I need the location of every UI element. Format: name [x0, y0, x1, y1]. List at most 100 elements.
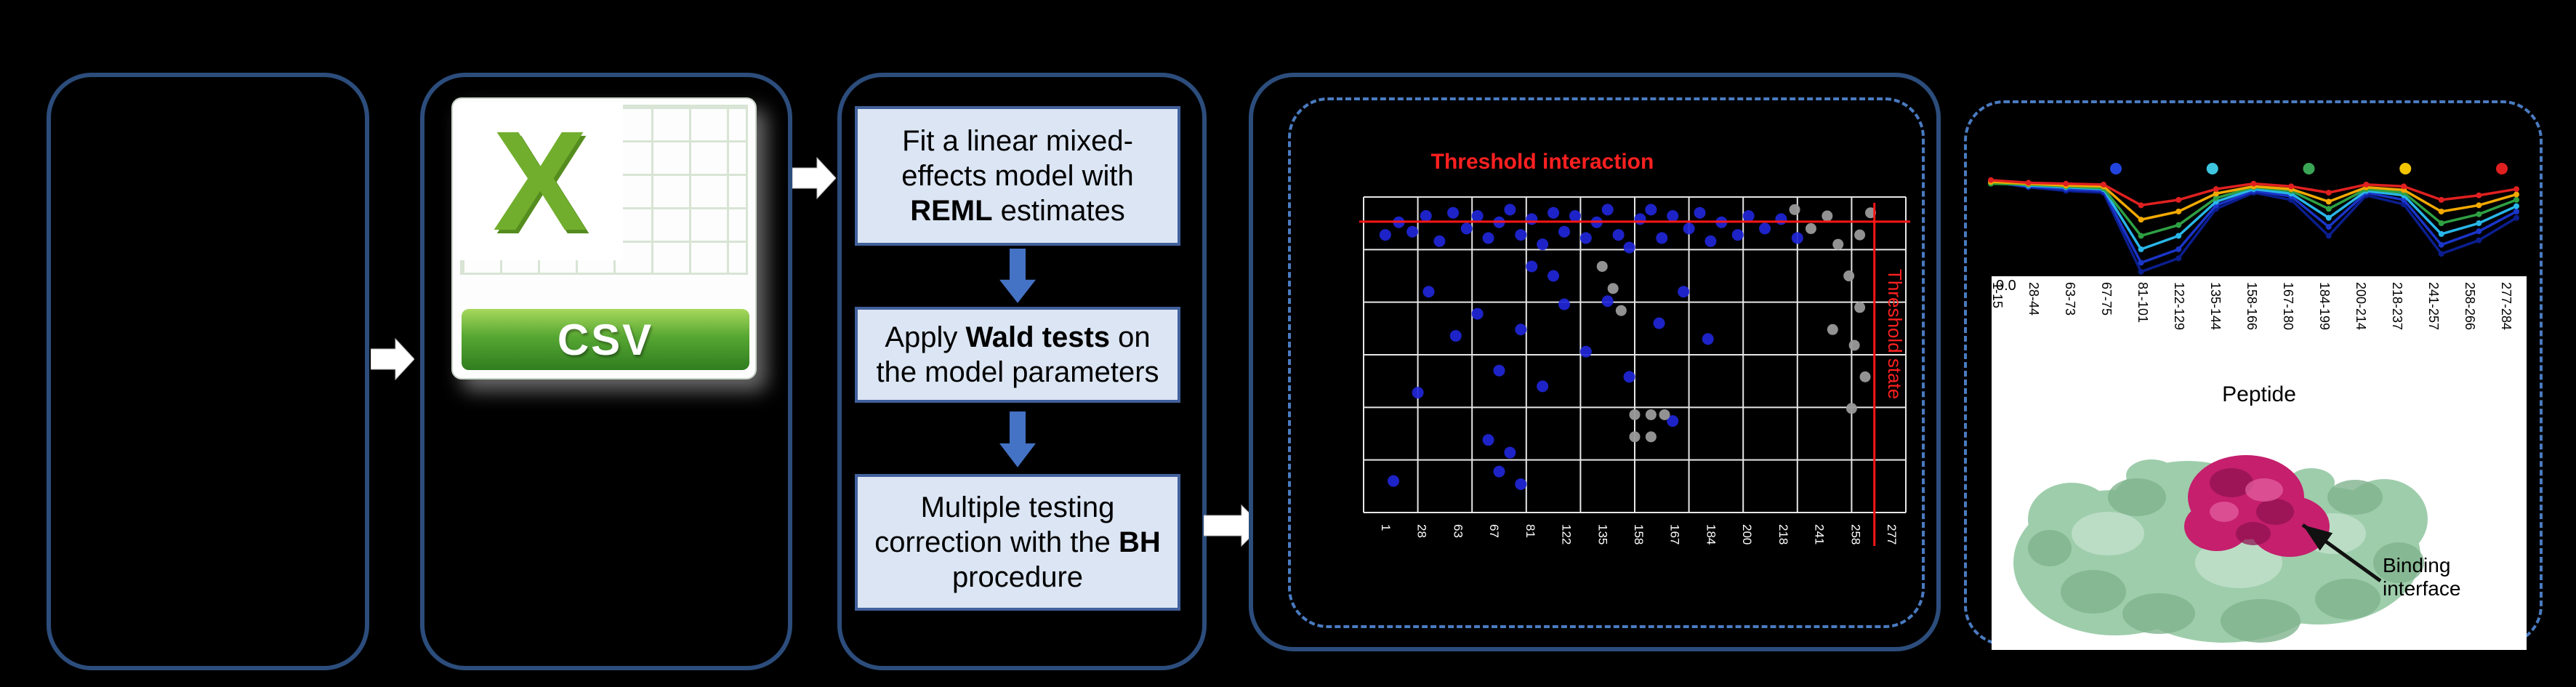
scatter-plot: 1 28 63 67 81 122 135 158 167 184 200 218 241 258 277 …	[1359, 150, 1910, 546]
step-text-segment: estimates	[992, 195, 1125, 227]
scatter-point-nonsignificant	[1854, 302, 1866, 313]
scatter-x-tick: 200	[1740, 524, 1754, 545]
legend-dot	[2303, 163, 2315, 174]
scatter-point-significant	[1623, 241, 1635, 254]
step-text-bold: BH	[1118, 526, 1161, 558]
scatter-x-tick: 167	[1668, 524, 1682, 545]
uptake-marker	[2063, 180, 2069, 187]
uptake-marker	[2325, 214, 2332, 221]
scatter-points	[1379, 204, 1877, 490]
uptake-marker	[2175, 233, 2182, 239]
peptide-tick-label: 135-144	[2208, 282, 2223, 331]
scatter-point-significant	[1515, 478, 1527, 490]
uptake-marker	[2363, 181, 2370, 188]
csv-banner: CSV	[462, 309, 749, 370]
uptake-marker	[2438, 220, 2444, 227]
scatter-point-nonsignificant	[1629, 431, 1641, 443]
scatter-point-significant	[1526, 213, 1538, 225]
scatter-point-nonsignificant	[1615, 305, 1627, 316]
arrow-down-2-icon	[999, 411, 1036, 467]
scatter-point-significant	[1759, 222, 1771, 235]
scatter-point-significant	[1537, 238, 1549, 251]
uptake-lines	[1988, 177, 2519, 275]
uptake-marker	[2325, 198, 2332, 205]
scatter-point-nonsignificant	[1822, 210, 1833, 222]
scatter-point-significant	[1471, 210, 1484, 222]
uptake-marker	[1988, 177, 1994, 183]
scatter-point-significant	[1504, 446, 1516, 459]
scatter-x-tick: 218	[1776, 524, 1790, 545]
csv-x-glyph: X	[492, 101, 588, 260]
uptake-marker	[2288, 183, 2295, 190]
binding-interface-arrow	[2301, 523, 2382, 583]
peptide-tick-label: 63-73	[2063, 282, 2077, 316]
scatter-point-significant	[1406, 225, 1419, 238]
uptake-marker	[2175, 255, 2182, 262]
scatter-point-significant	[1601, 295, 1614, 308]
scatter-point-nonsignificant	[1859, 371, 1871, 382]
scatter-point-significant	[1731, 229, 1744, 241]
scatter-point-nonsignificant	[1854, 229, 1866, 241]
scatter-point-significant	[1422, 286, 1435, 298]
scatter-point-significant	[1449, 329, 1462, 342]
scatter-point-significant	[1515, 324, 1527, 336]
panel-csv: X CSV	[420, 73, 792, 670]
uptake-marker	[2513, 196, 2519, 203]
scatter-point-significant	[1702, 333, 1714, 345]
step-box-reml: Fit a linear mixed-effects model with RE…	[855, 106, 1180, 246]
arrow-down-1-icon	[999, 249, 1036, 303]
scatter-point-nonsignificant	[1843, 270, 1855, 281]
peptide-structure-panel: 0.0 1-15 28-44 63-73 67-75 81-101 122-129 135-…	[1990, 276, 2527, 650]
uptake-marker	[2513, 186, 2519, 193]
uptake-marker	[2476, 228, 2482, 235]
scatter-point-significant	[1678, 286, 1690, 298]
step-text-segment: Fit a linear mixed-effects model with	[901, 125, 1134, 192]
uptake-y-tick-label: 0.0	[1996, 278, 2016, 294]
step-text-segment: on the model parameters	[876, 321, 1159, 388]
scatter-point-significant	[1704, 235, 1717, 247]
peptide-tick-label: 241-257	[2426, 282, 2441, 331]
uptake-marker	[2476, 192, 2482, 198]
peptide-tick-label: 158-166	[2245, 282, 2259, 331]
scatter-x-tick: 67	[1487, 524, 1501, 538]
peptide-tick-label: 67-75	[2099, 282, 2114, 316]
uptake-marker	[2325, 224, 2332, 230]
scatter-point-significant	[1612, 229, 1625, 241]
scatter-x-tick: 258	[1848, 524, 1862, 545]
legend-dot	[2399, 163, 2412, 174]
scatter-point-significant	[1379, 229, 1391, 241]
scatter-point-nonsignificant	[1607, 283, 1619, 294]
scatter-x-tick-labels: 1 28 63 67 81 122 135 158 167 184 200 218 241 258 277	[1379, 524, 1899, 545]
legend-dot	[2496, 163, 2508, 174]
scatter-point-nonsignificant	[1789, 204, 1800, 215]
uptake-marker	[2438, 196, 2444, 203]
step-text-segment: Multiple testing correction with the	[874, 491, 1119, 558]
scatter-point-significant	[1412, 387, 1424, 399]
step-text-reml: Fit a linear mixed-effects model with RE…	[865, 124, 1170, 228]
scatter-point-significant	[1775, 213, 1787, 225]
scatter-point-significant	[1515, 229, 1527, 241]
scatter-point-significant	[1656, 232, 1668, 244]
scatter-point-significant	[1420, 210, 1432, 222]
uptake-legend-dots	[2110, 163, 2508, 174]
uptake-marker	[2100, 181, 2106, 188]
scatter-point-significant	[1558, 225, 1571, 238]
uptake-marker	[2438, 241, 2444, 248]
scatter-x-tick: 1	[1379, 524, 1393, 531]
uptake-marker	[2175, 246, 2182, 252]
scatter-point-significant	[1694, 206, 1706, 219]
scatter-point-significant	[1471, 308, 1484, 320]
scatter-x-tick: 241	[1813, 524, 1827, 545]
uptake-marker	[2175, 196, 2182, 203]
binding-interface-surface	[2184, 455, 2330, 557]
peptide-tick-label: 258-266	[2463, 282, 2477, 331]
scatter-point-significant	[1791, 232, 1803, 244]
peptide-tick-label: 81-101	[2136, 282, 2150, 324]
step-box-wald: Apply Wald tests on the model parameters	[855, 307, 1180, 403]
scatter-point-nonsignificant	[1645, 431, 1657, 443]
uptake-marker	[2138, 260, 2144, 266]
scatter-point-nonsignificant	[1827, 324, 1838, 335]
scatter-point-nonsignificant	[1832, 238, 1844, 250]
uptake-marker	[2025, 180, 2032, 186]
scatter-point-significant	[1493, 465, 1505, 478]
